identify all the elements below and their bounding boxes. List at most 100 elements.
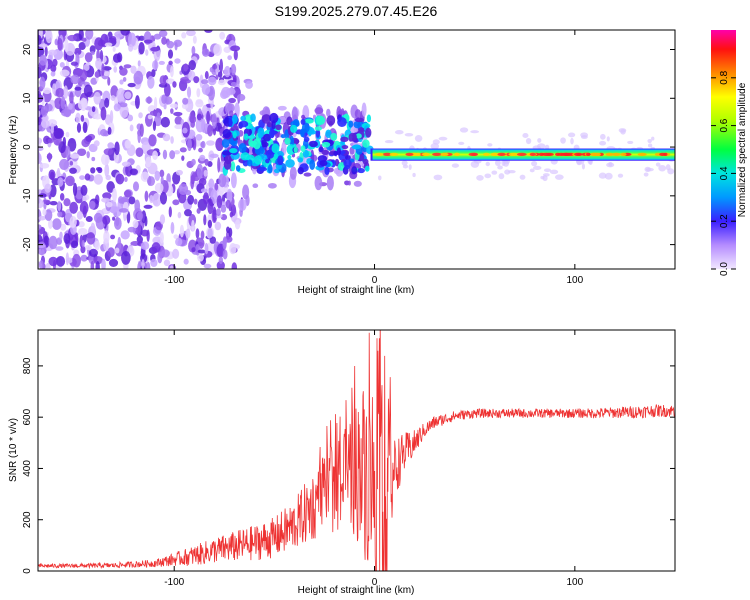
halo-blob [655,162,661,167]
noise-blob [140,229,149,237]
noise-blob [121,250,131,265]
transition-blob [215,208,221,217]
noise-blob [113,103,121,112]
noise-blob [84,244,92,251]
halo-blob [438,136,448,141]
noise-blob [135,147,144,158]
band-blob [243,133,249,141]
transition-blob [211,113,217,129]
noise-blob [82,121,88,134]
carrier-peak [483,152,490,156]
noise-blob [116,87,126,102]
band-blob [300,145,306,153]
noise-blob [73,47,82,56]
noise-blob [153,199,158,206]
colorbar-tick-label: 0.2 [719,214,730,228]
noise-blob [214,221,222,231]
halo-blob [647,143,653,148]
noise-blob [219,58,224,73]
noise-blob [144,215,148,227]
noise-blob [160,249,170,258]
noise-blob [195,228,200,239]
noise-blob [74,84,82,98]
halo-blob [537,143,546,150]
noise-blob [145,49,149,56]
snr-series-line [38,330,675,571]
noise-blob [39,162,50,169]
noise-blob [174,58,181,64]
halo-blob [618,128,627,133]
noise-blob [85,215,93,222]
halo-blob [560,137,566,144]
noise-blob [215,73,219,80]
y-tick-label: 200 [22,511,33,528]
noise-blob [59,61,65,68]
noise-blob [38,137,43,144]
transition-blob [190,120,196,128]
band-blob [247,159,253,167]
spectrogram-marks [38,30,675,269]
noise-blob [207,227,213,239]
transition-blob [252,183,259,189]
noise-blob [181,102,189,110]
noise-blob [194,244,201,256]
noise-blob [149,110,158,116]
noise-blob [69,215,77,228]
snr-y-label: SNR (10 * v/v) [8,418,19,482]
transition-blob [198,178,207,186]
noise-blob [106,181,115,193]
halo-blob [598,172,607,179]
noise-blob [76,122,82,133]
noise-blob [119,102,128,108]
halo-blob [627,140,634,145]
noise-blob [85,30,94,40]
band-blob [351,144,362,150]
noise-blob [71,240,79,249]
halo-blob [522,132,529,138]
noise-blob [77,148,87,156]
noise-blob [124,176,128,182]
noise-blob [109,110,114,124]
noise-blob [52,83,57,95]
halo-blob [529,168,535,173]
halo-blob [451,163,460,168]
noise-blob [45,262,51,269]
noise-blob [79,200,89,215]
noise-blob [173,234,179,239]
noise-blob [93,174,103,185]
halo-blob [404,132,414,137]
noise-blob [203,214,207,226]
noise-blob [39,76,46,90]
figure-title: S199.2025.279.07.45.E26 [275,3,438,19]
noise-blob [124,91,132,100]
noise-blob [145,156,152,168]
noise-blob [234,219,241,230]
noise-blob [80,254,88,262]
noise-blob [103,71,111,77]
spectrogram-frame [37,29,676,270]
band-blob [308,140,318,148]
noise-blob [169,103,179,108]
band-blob [351,166,358,175]
band-blob [334,158,340,167]
noise-blob [38,194,41,204]
noise-blob [93,256,103,265]
noise-blob [81,239,85,248]
noise-blob [147,75,155,89]
carrier-peak [576,152,583,156]
transition-blob [353,180,362,187]
noise-blob [104,163,110,178]
band-blob [269,112,279,124]
transition-blob [208,178,215,189]
transition-blob [301,114,306,120]
transition-blob [186,86,192,99]
noise-blob [203,263,212,269]
noise-blob [57,211,63,218]
noise-blob [153,33,162,40]
noise-blob [65,175,75,187]
noise-blob [168,60,173,66]
colorbar-tick-label: 0.4 [719,166,730,180]
noise-blob [207,219,213,229]
noise-blob [81,97,88,109]
noise-blob [156,112,161,119]
